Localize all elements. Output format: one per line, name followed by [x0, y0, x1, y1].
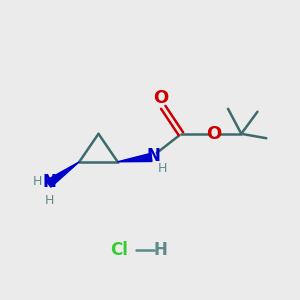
Text: H: H	[32, 175, 42, 188]
Text: H: H	[158, 162, 167, 175]
Polygon shape	[118, 153, 152, 162]
Text: N: N	[146, 147, 160, 165]
Text: H: H	[153, 241, 167, 259]
Text: O: O	[206, 125, 221, 143]
Text: O: O	[153, 89, 169, 107]
Text: N: N	[43, 173, 57, 191]
Text: H: H	[45, 194, 55, 207]
Polygon shape	[46, 162, 79, 187]
Text: Cl: Cl	[110, 241, 128, 259]
